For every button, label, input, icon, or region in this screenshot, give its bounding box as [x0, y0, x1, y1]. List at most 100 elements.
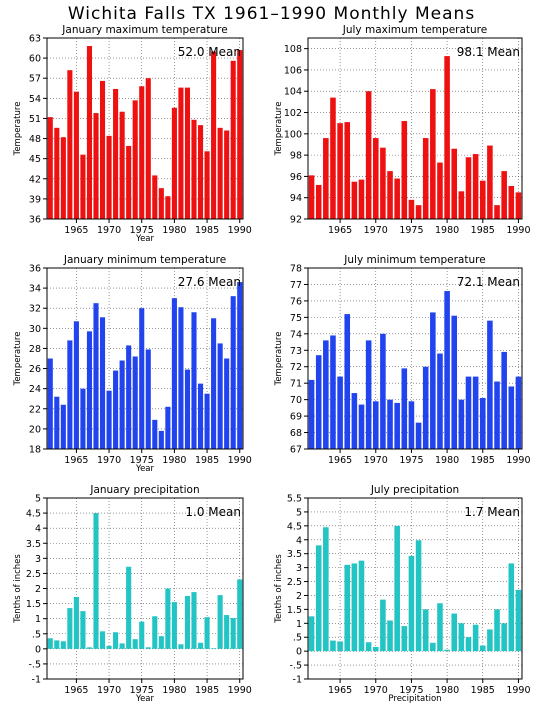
bar-1982 — [184, 87, 191, 219]
ytick-label: 106 — [284, 65, 302, 76]
bar-1970 — [106, 645, 112, 649]
xtick-label: 1985 — [471, 685, 495, 696]
xtick-label: 1975 — [130, 455, 154, 466]
ytick-label: 1.5 — [26, 599, 41, 610]
bar-1980 — [444, 649, 450, 652]
bar-1962 — [315, 184, 322, 219]
bar-1970 — [106, 135, 112, 219]
ytick-label: 54 — [29, 94, 41, 105]
bar-1983 — [191, 312, 197, 449]
bar-1989 — [230, 618, 236, 649]
bar-1974 — [132, 100, 138, 219]
ytick-label: 68 — [290, 428, 302, 439]
ytick-label: 2.5 — [287, 577, 302, 588]
ytick-label: 77 — [290, 280, 302, 291]
xtick-label: 1965 — [64, 225, 88, 236]
xtick-label: 1980 — [435, 455, 459, 466]
bar-1972 — [119, 111, 125, 219]
plot-frame — [307, 497, 523, 680]
bar-1983 — [191, 119, 197, 219]
bar-1969 — [365, 91, 372, 219]
bar-1974 — [401, 121, 408, 219]
bar-1961 — [308, 616, 315, 652]
bar-1985 — [204, 617, 210, 649]
bar-1972 — [387, 171, 393, 219]
bar-1965 — [337, 376, 343, 449]
bar-1982 — [458, 191, 465, 219]
mean-annotation: 27.6 Mean — [178, 275, 241, 289]
page-title: Wichita Falls TX 1961–1990 Monthly Means — [67, 4, 476, 24]
bar-1975 — [408, 199, 415, 219]
ytick-label: 74 — [290, 329, 302, 340]
bar-1961 — [47, 117, 53, 219]
chart-jan-min: 18 20 22 24 26 28 30 32 34 36 1965 1970 1975 1980 1985… — [13, 254, 252, 474]
mean-annotation: 72.1 Mean — [457, 275, 520, 289]
bar-1969 — [99, 317, 106, 449]
bar-1989 — [508, 386, 515, 449]
ytick-label: 22 — [29, 404, 41, 415]
bar-1982 — [458, 623, 465, 652]
xtick-label: 1990 — [228, 225, 252, 236]
xtick-label: 1975 — [399, 455, 423, 466]
y-axis-label: Temperature — [13, 102, 23, 157]
xtick-label: 1985 — [195, 225, 219, 236]
bar-1968 — [358, 179, 365, 219]
xtick-label: 1965 — [328, 225, 352, 236]
ytick-label: 39 — [29, 194, 41, 205]
bar-1964 — [67, 70, 73, 219]
chart-title: January precipitation — [89, 484, 199, 496]
ytick-label: 36 — [29, 264, 41, 275]
bar-1987 — [494, 381, 500, 449]
xtick-label: 1965 — [64, 685, 88, 696]
bar-1988 — [501, 171, 507, 219]
ytick-label: 42 — [29, 174, 41, 185]
xtick-label: 1970 — [364, 685, 388, 696]
bar-1962 — [54, 127, 60, 219]
bar-1988 — [224, 130, 230, 219]
ytick-label: 26 — [29, 364, 41, 375]
ytick-label: 94 — [290, 193, 302, 204]
bar-1977 — [152, 419, 158, 449]
chart-title: July minimum temperature — [343, 254, 485, 266]
xtick-label: 1985 — [471, 225, 495, 236]
ytick-label: 5.5 — [287, 494, 302, 505]
ytick-label: 3 — [296, 563, 302, 574]
xtick-label: 1980 — [435, 225, 459, 236]
plot-frame — [46, 267, 244, 450]
ytick-label: 28 — [29, 344, 41, 355]
ytick-label: 96 — [290, 172, 302, 183]
bar-1970 — [106, 390, 112, 449]
bar-1981 — [178, 644, 184, 649]
bar-1966 — [344, 122, 351, 219]
bar-1985 — [479, 180, 486, 219]
ytick-label: -1 — [293, 675, 302, 686]
bar-1965 — [337, 641, 343, 652]
bar-1974 — [401, 626, 408, 652]
ytick-label: 5 — [296, 507, 302, 518]
bar-1967 — [351, 563, 358, 652]
bar-1982 — [184, 596, 191, 649]
bar-1983 — [465, 376, 472, 449]
bar-1984 — [472, 376, 479, 449]
bar-1977 — [152, 616, 158, 649]
bar-1985 — [204, 151, 210, 219]
bar-1987 — [494, 205, 500, 219]
xtick-label: 1965 — [328, 455, 352, 466]
ytick-label: 70 — [290, 395, 302, 406]
bar-1983 — [465, 157, 472, 219]
ytick-label: 4.5 — [287, 521, 302, 532]
ytick-label: 45 — [29, 154, 41, 165]
bar-1980 — [171, 602, 177, 649]
bar-1981 — [178, 307, 184, 449]
bar-1968 — [358, 560, 365, 652]
bar-1988 — [224, 615, 230, 649]
xtick-label: 1975 — [130, 685, 154, 696]
ytick-label: 48 — [29, 134, 41, 145]
x-axis-label: Year — [135, 464, 155, 474]
ytick-label: 92 — [290, 215, 302, 226]
bar-1986 — [487, 320, 493, 449]
ytick-label: 75 — [290, 313, 302, 324]
ytick-label: 69 — [290, 412, 302, 423]
bar-1979 — [437, 162, 443, 219]
bar-1990 — [515, 192, 522, 219]
